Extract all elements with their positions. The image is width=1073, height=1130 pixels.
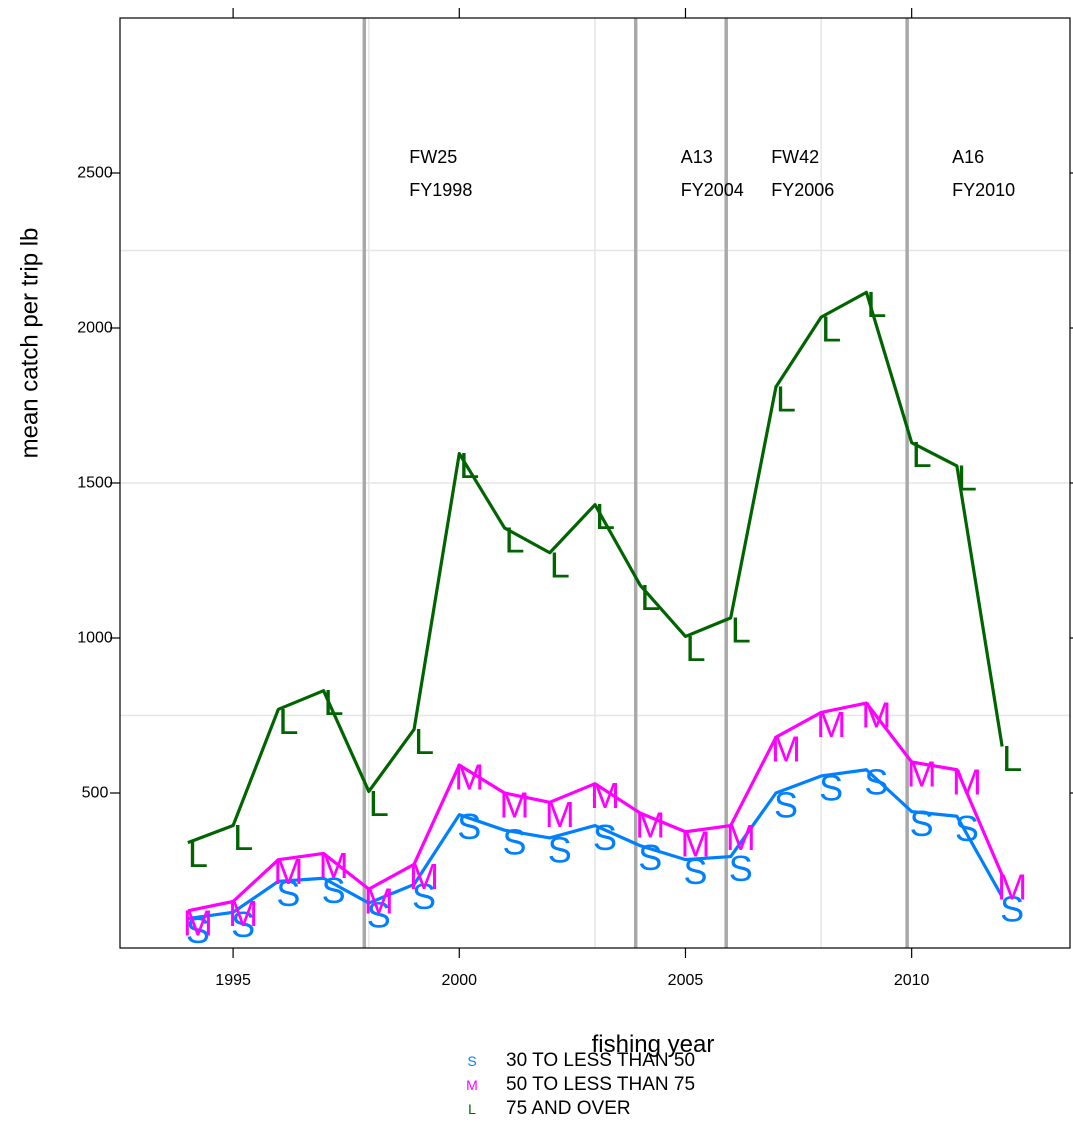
data-point: S [412,876,436,917]
data-point: L [731,609,751,650]
data-point: L [912,434,932,475]
data-point: S [503,822,527,863]
y-tick-label: 1500 [77,475,113,492]
legend-symbol: M [466,1077,478,1093]
event-label-line1: A16 [952,147,984,167]
data-point: L [685,628,705,669]
x-tick-label: 2010 [894,972,930,989]
data-point: S [457,806,481,847]
data-point: M [183,902,213,943]
data-point: M [861,695,891,736]
data-point: L [188,834,208,875]
data-point: M [907,754,937,795]
event-label-line1: FW42 [771,147,819,167]
data-point: L [957,457,977,498]
data-point: M [273,851,303,892]
data-point: S [819,767,843,808]
legend-label: 50 TO LESS THAN 75 [506,1074,695,1095]
data-point: M [228,893,258,934]
data-point: M [454,757,484,798]
data-point: M [500,785,530,826]
data-point: S [231,904,255,945]
data-point: M [771,729,801,770]
data-point: S [276,873,300,914]
x-tick-label: 2005 [668,972,704,989]
data-point: S [367,895,391,936]
y-axis-title: mean catch per trip lb [17,228,44,459]
data-point: M [590,775,620,816]
data-point: S [864,761,888,802]
x-tick-label: 2000 [441,972,477,989]
y-tick-label: 500 [82,785,109,802]
legend-label: 30 TO LESS THAN 50 [506,1050,695,1071]
x-axis-title: fishing year [592,1031,715,1058]
data-point: S [1000,888,1024,929]
series-line [187,768,1004,921]
series-line [187,290,1004,845]
y-tick-label: 2500 [77,165,113,182]
data-point: S [548,829,572,870]
event-label-line2: FY1998 [409,180,472,200]
data-point: S [322,870,346,911]
legend-symbol: S [467,1053,476,1069]
event-lines [362,18,909,948]
legend-symbol: L [468,1101,476,1117]
data-point: S [774,785,798,826]
data-point: M [409,856,439,897]
data-point: S [955,808,979,849]
y-tick-label: 2000 [77,320,113,337]
data-point: M [952,761,982,802]
data-point: M [726,817,756,858]
axis-tick-labels: 1995 2000 2005 2010 500 1000 1500 2000 2500 [77,165,929,990]
data-point: L [776,378,796,419]
legend: S 30 TO LESS THAN 50 M 50 TO LESS THAN 75 L 7… [466,1050,695,1119]
data-point: L [505,519,525,560]
data-point: S [910,803,934,844]
data-point: L [1002,738,1022,779]
event-label-line2: FY2010 [952,180,1015,200]
data-point: L [595,496,615,537]
event-label-line1: A13 [681,147,713,167]
data-point: M [816,704,846,745]
series-lines [187,290,1004,921]
data-point: S [186,910,210,951]
data-point: S [729,848,753,889]
data-point: L [459,445,479,486]
series-line [187,701,1004,913]
event-labels: FW25 FY1998 A13 FY2004 FW42 FY2006 A16 FY2010 [409,147,1015,200]
y-tick-label: 1000 [77,630,113,647]
data-point: L [821,309,841,350]
data-point: L [324,682,344,723]
data-point: M [997,867,1027,908]
data-point: M [545,794,575,835]
data-point: S [593,817,617,858]
data-point: S [638,837,662,878]
data-point: M [680,823,710,864]
data-point: L [369,783,389,824]
data-point: M [635,805,665,846]
data-point: M [319,845,349,886]
data-point: L [866,284,886,325]
axis-ticks [110,8,1073,958]
event-label-line2: FY2004 [681,180,744,200]
data-point: L [233,817,253,858]
event-label-line1: FW25 [409,147,457,167]
data-point: L [278,701,298,742]
legend-label: 75 AND OVER [506,1098,631,1119]
x-tick-label: 1995 [215,972,251,989]
event-label-line2: FY2006 [771,180,834,200]
data-point: L [550,544,570,585]
data-point: S [683,851,707,892]
data-point: L [640,577,660,618]
data-point: L [414,721,434,762]
data-point: M [364,881,394,922]
